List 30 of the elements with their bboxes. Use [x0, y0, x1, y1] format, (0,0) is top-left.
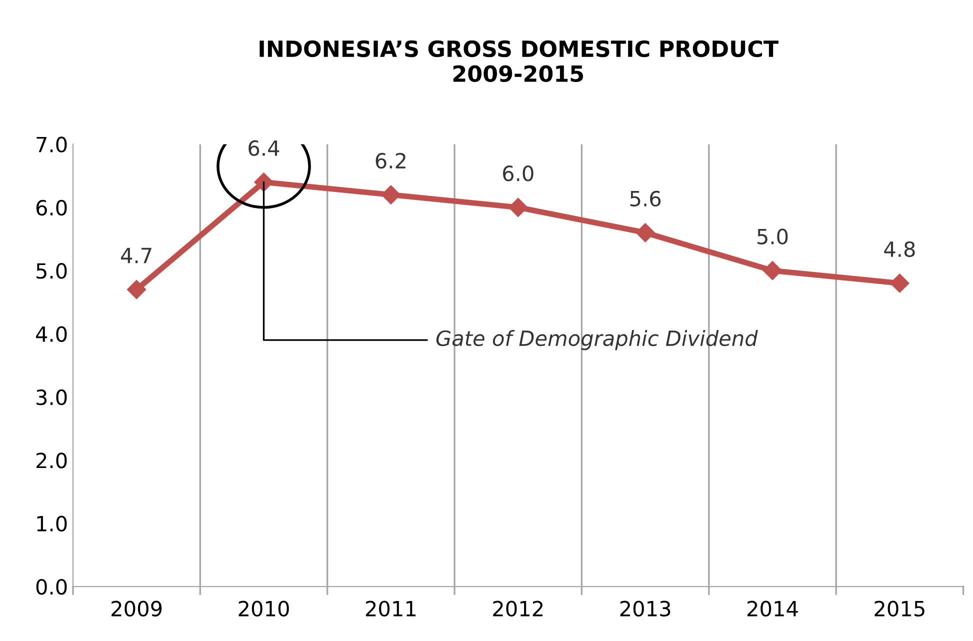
point	[508, 198, 528, 217]
x-tick-label: 2011	[366, 600, 416, 617]
point	[762, 261, 782, 280]
y-tick-label: 5.0	[36, 263, 67, 279]
x-tick-label: 2015	[874, 600, 924, 617]
x-tick-label: 2013	[620, 600, 670, 617]
y-tick-label: 6.0	[36, 200, 67, 216]
x-tick-label: 2014	[748, 600, 798, 617]
data-label: 5.6	[630, 190, 661, 207]
point	[636, 223, 655, 242]
x-tick-label: 2012	[493, 600, 543, 617]
data-label: 4.7	[121, 248, 152, 264]
y-tick-label: 1.0	[37, 516, 67, 532]
y-tick-label: 3.0	[36, 389, 67, 406]
annotation: Gate of Demographic Dividend	[436, 330, 758, 350]
y-tick-label: 2.0	[36, 452, 67, 468]
data-label: 4.8	[884, 241, 915, 258]
data-label: 6.0	[503, 166, 534, 182]
point	[127, 280, 146, 300]
y-tick-label: 4.0	[36, 326, 67, 342]
point	[890, 274, 910, 293]
data-label: 6.4	[248, 140, 280, 156]
data-label: 5.0	[758, 228, 788, 244]
point	[381, 185, 400, 204]
data-label: 6.2	[376, 152, 406, 169]
y-tick-label: 0.0	[36, 578, 67, 595]
chart-title: INDONESIA’S GROSS DOMESTIC PRODUCT 2009-2015	[260, 40, 778, 82]
x-tick-label: 2009	[112, 600, 162, 617]
y-tick-label: 7.0	[36, 136, 67, 152]
x-tick-label: 2010	[238, 600, 289, 617]
